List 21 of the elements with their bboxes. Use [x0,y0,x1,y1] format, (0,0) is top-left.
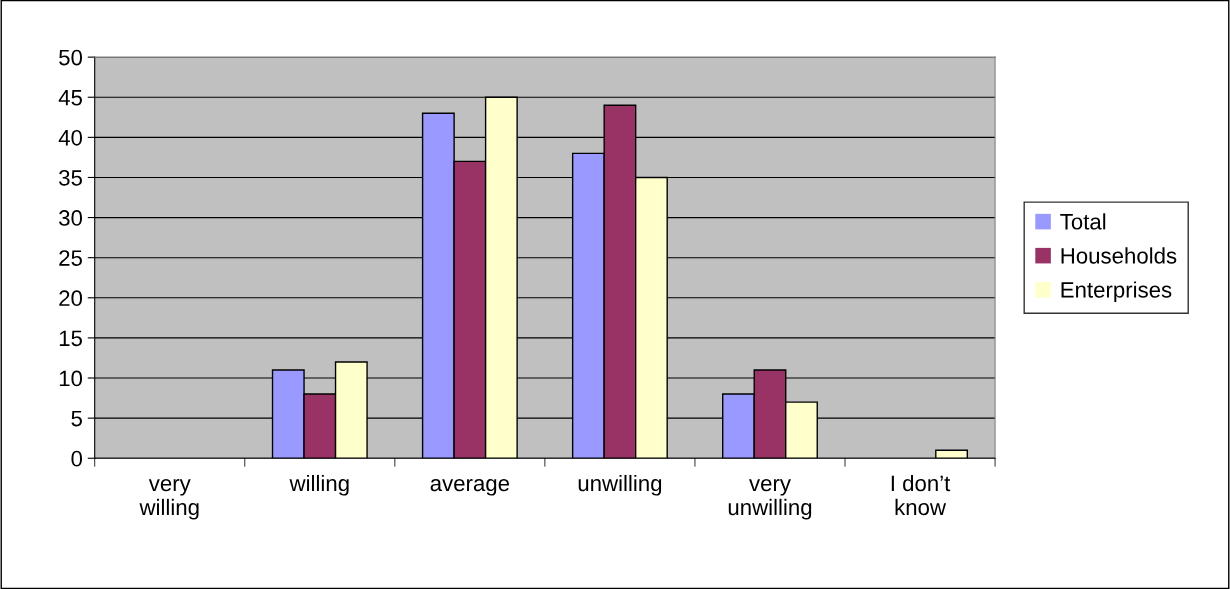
x-tick-label: average [430,479,510,496]
x-tick-label: I don’t know [891,474,951,516]
y-tick-label: 50 [59,49,83,66]
y-tick-label: 30 [59,210,83,226]
x-tick-label: very unwilling [728,479,812,520]
y-tick-label: 35 [59,170,82,186]
x-tick-label: unwilling [578,474,662,496]
legend-label: Households [1061,247,1177,264]
y-tick-label: 40 [58,129,83,146]
y-tick-label: 5 [71,410,82,427]
y-tick-label: 10 [59,370,83,387]
y-tick-label: 15 [59,330,82,347]
bar [935,449,969,459]
y-tick-label: 20 [59,290,83,307]
y-tick-label: 45 [58,90,82,106]
legend-label: Total [1060,213,1106,230]
x-tick-label: very willing [139,479,199,520]
legend-label: Enterprises [1061,281,1172,303]
y-tick-label: 25 [59,250,82,266]
x-tick-label: willing [289,474,349,496]
y-tick-label: 0 [71,450,83,467]
